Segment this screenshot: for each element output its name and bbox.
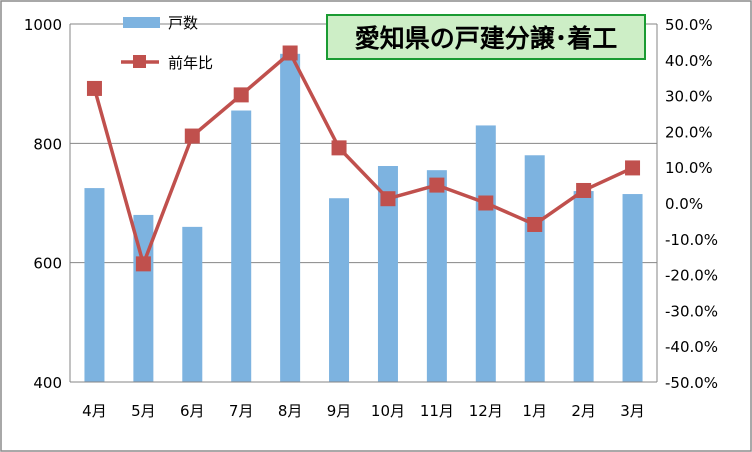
- bar-11: [573, 191, 594, 382]
- left-axis-tick-labels: 400 600 800 1000: [24, 16, 62, 392]
- left-tick-label: 600: [33, 255, 62, 273]
- line-marker-5: [282, 45, 298, 61]
- line-marker-10: [527, 216, 543, 232]
- x-tick-label: 11月: [420, 402, 454, 420]
- chart-title-box: 愛知県の戸建分譲･着工: [326, 14, 646, 60]
- legend-label-bar: 戸数: [168, 14, 198, 32]
- bar-1: [84, 188, 105, 382]
- legend: 戸数 前年比: [121, 14, 213, 72]
- title-background: [326, 14, 646, 60]
- bar-10: [524, 155, 545, 382]
- right-tick-label: 50.0%: [665, 16, 713, 34]
- line-marker-8: [429, 177, 445, 193]
- bar-7: [377, 166, 398, 382]
- line-marker-6: [331, 140, 347, 156]
- right-tick-label: 20.0%: [665, 123, 713, 141]
- bar-8: [426, 170, 447, 382]
- line-marker-9: [478, 195, 494, 211]
- bar-series: [84, 53, 643, 383]
- line-marker-2: [135, 256, 151, 272]
- right-tick-label: 30.0%: [665, 88, 713, 106]
- x-tick-label: 9月: [327, 402, 352, 420]
- legend-swatch-marker: [133, 55, 146, 68]
- right-tick-label: 10.0%: [665, 159, 713, 177]
- bar-5: [280, 53, 301, 382]
- left-tick-label: 1000: [24, 16, 62, 34]
- right-tick-label: -50.0%: [665, 374, 718, 392]
- x-tick-label: 3月: [620, 402, 645, 420]
- bar-9: [475, 125, 496, 382]
- x-tick-label: 5月: [131, 402, 156, 420]
- x-tick-label: 1月: [522, 402, 547, 420]
- x-axis-tick-labels: 4月 5月 6月 7月 8月 9月 10月 11月 12月 1月 2月 3月: [82, 402, 645, 420]
- bar-12: [622, 194, 643, 382]
- right-tick-label: 0.0%: [665, 195, 703, 213]
- right-axis-tick-labels: -50.0% -40.0% -30.0% -20.0% -10.0% 0.0% 10.0% 2…: [665, 16, 718, 392]
- x-tick-label: 12月: [469, 402, 503, 420]
- x-tick-label: 7月: [229, 402, 254, 420]
- bar-4: [231, 110, 252, 383]
- line-marker-7: [380, 191, 396, 207]
- right-tick-label: -30.0%: [665, 302, 718, 320]
- line-marker-11: [576, 182, 592, 198]
- line-marker-12: [625, 160, 641, 176]
- line-path: [92, 51, 634, 266]
- chart-title: 愛知県の戸建分譲･着工: [355, 24, 618, 53]
- right-tick-label: -20.0%: [665, 267, 718, 285]
- line-series: [86, 45, 641, 272]
- line-marker-4: [233, 87, 249, 103]
- legend-swatch-bar: [123, 17, 160, 28]
- bar-3: [182, 226, 203, 382]
- x-tick-label: 4月: [82, 402, 107, 420]
- bar-6: [329, 198, 350, 382]
- right-tick-label: -40.0%: [665, 338, 718, 356]
- left-tick-label: 400: [33, 374, 62, 392]
- right-tick-label: 40.0%: [665, 52, 713, 70]
- left-tick-label: 800: [33, 135, 62, 153]
- x-tick-label: 10月: [371, 402, 405, 420]
- x-tick-label: 8月: [278, 402, 303, 420]
- x-tick-label: 2月: [571, 402, 596, 420]
- line-marker-1: [86, 80, 102, 96]
- x-tick-label: 6月: [180, 402, 205, 420]
- line-marker-3: [184, 128, 200, 144]
- legend-label-line: 前年比: [168, 54, 213, 72]
- right-tick-label: -10.0%: [665, 231, 718, 249]
